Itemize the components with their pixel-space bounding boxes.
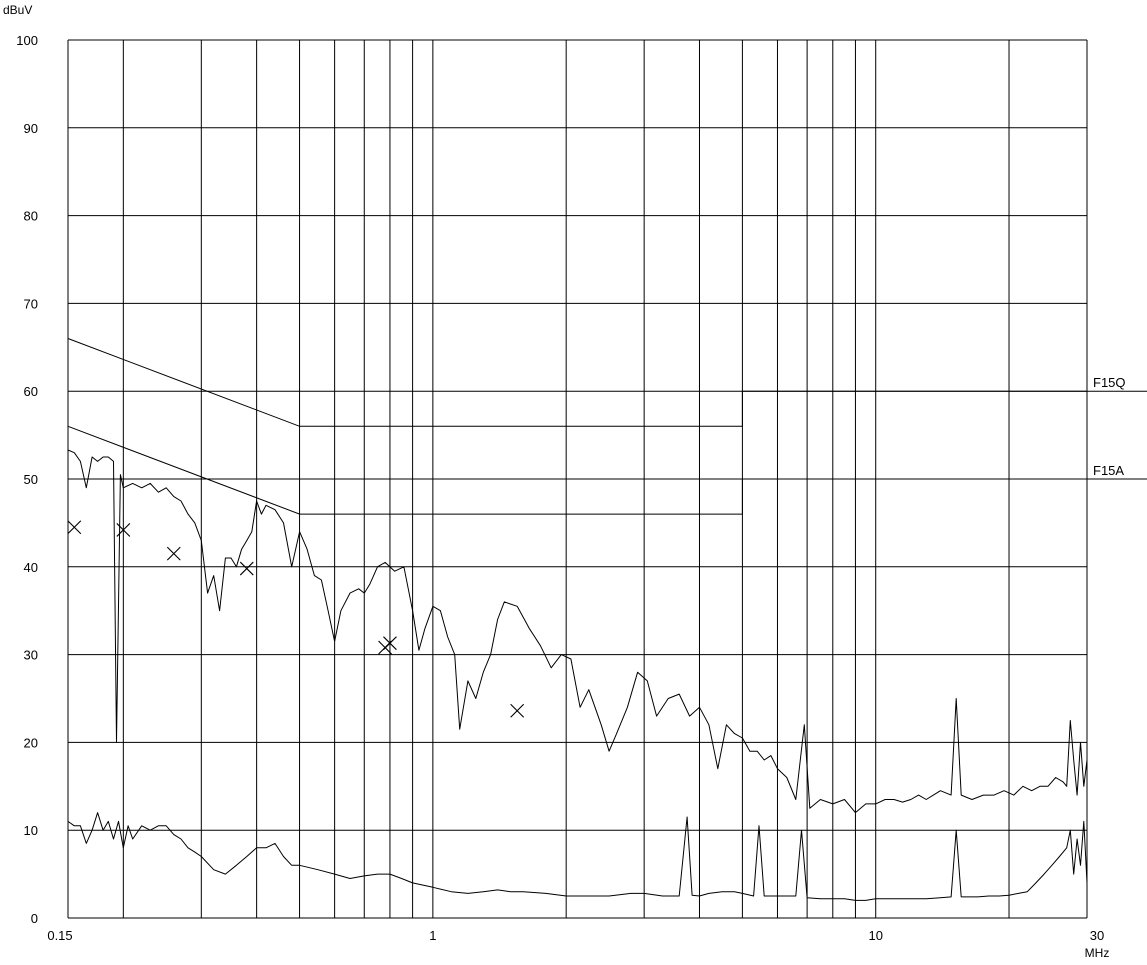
y-tick-label-80: 80 (24, 209, 38, 224)
peak-trace (67, 449, 1088, 814)
y-axis-unit: dBuV (3, 3, 32, 17)
y-tick-label-20: 20 (24, 735, 38, 750)
marker-x-6 (383, 636, 397, 651)
x-tick-label-1: 1 (429, 928, 436, 943)
page-footer: PAGE 1 (571, 962, 621, 965)
marker-x-2 (116, 523, 131, 537)
limit-line-f15q (67, 338, 1087, 427)
limit-label-f15a: F15A (1093, 463, 1124, 478)
measurement-markers (67, 520, 525, 718)
y-tick-label-30: 30 (24, 648, 38, 663)
y-tick-label-0: 0 (31, 911, 38, 926)
limit-lines (67, 338, 1087, 515)
y-tick-label-50: 50 (24, 472, 38, 487)
average-trace (67, 812, 1088, 901)
y-tick-label-60: 60 (24, 384, 38, 399)
y-tick-label-70: 70 (24, 296, 38, 311)
x-tick-label-30: 30 (1090, 928, 1104, 943)
marker-x-4 (239, 561, 254, 576)
marker-x-7 (510, 703, 525, 718)
x-tick-label-0_15: 0.15 (47, 928, 72, 943)
limit-line-f15a (67, 425, 1087, 515)
y-tick-label-40: 40 (24, 560, 38, 575)
limit-label-f15q: F15Q (1093, 375, 1126, 390)
y-tick-label-90: 90 (24, 121, 38, 136)
y-tick-label-100: 100 (16, 33, 38, 48)
marker-x-3 (166, 546, 181, 561)
x-tick-label-10: 10 (868, 928, 882, 943)
measurement-traces (67, 449, 1088, 901)
marker-x-1 (67, 520, 82, 535)
y-tick-label-10: 10 (24, 823, 38, 838)
axis-labels: 0 10 20 30 40 50 60 70 80 90 100 0.15 1 10 30 dBuV MHz F1… (3, 3, 1126, 965)
x-axis-unit: MHz (1085, 946, 1110, 960)
